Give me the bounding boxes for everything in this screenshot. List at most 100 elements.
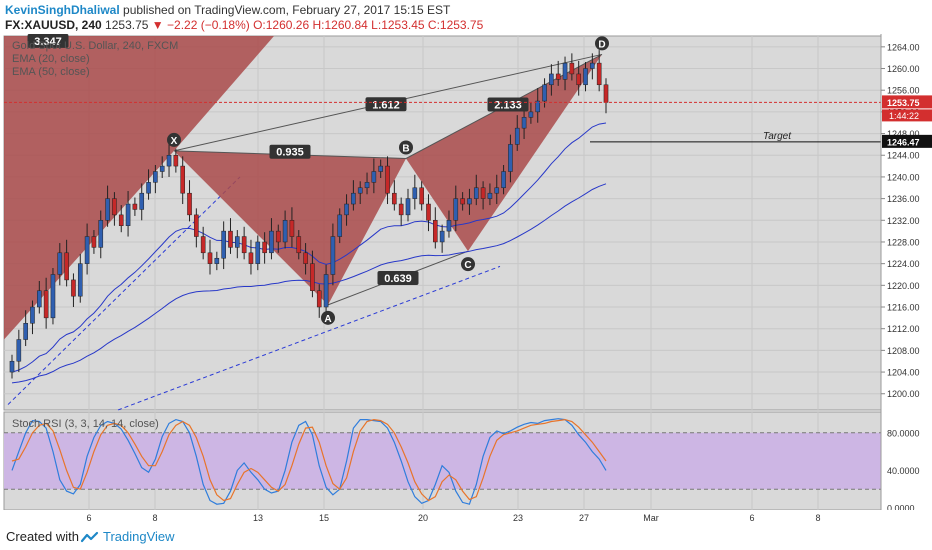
candle-body [549,73,554,86]
stoch-band [4,432,881,490]
countdown-tag-text: 1:44:22 [889,111,919,121]
candle-body [583,68,588,86]
candle-body [337,214,343,237]
time-tick-label: 8 [815,513,820,523]
candle-body [166,154,172,167]
candle-body [480,187,486,199]
candle-body [180,165,185,194]
chart-canvas[interactable]: X A B C D 0.935 0.639 2.133 1.612 3.347 Target 12… [0,34,932,524]
price-tick-label: 1208.00 [887,346,920,356]
candle-body [528,111,534,118]
stoch-d-line [11,418,607,502]
price-tick-label: 1236.00 [887,194,920,204]
candle-body [16,339,22,362]
pattern-point-label: X [171,136,178,147]
candle-body [30,306,35,324]
ratio-badge [269,144,311,159]
candle-body [132,203,138,210]
stoch-tick-label: 0.0000 [887,504,915,514]
time-axis-bg [0,510,932,524]
price-tick-label: 1256.00 [887,86,920,96]
target-line: Target [4,101,881,143]
candle-body [64,252,69,281]
pattern-point-label: D [598,39,605,50]
candle-body [542,84,547,102]
stoch-rsi-lines [11,418,607,505]
candle-body [194,214,199,237]
candle-body [357,187,363,194]
symbol-label: FX:XAUUSD, 240 [5,18,102,32]
candle-body [596,62,602,86]
ratio-badge [365,97,407,112]
pattern-point-badge [595,36,609,51]
candle-body [200,236,206,254]
pattern-point-badge [321,310,335,325]
pattern-point-label: A [324,314,331,325]
last-price: 1253.75 [105,18,149,32]
candle-body [125,203,131,226]
candle-body [405,198,411,216]
ohlc-values: O:1260.26 H:1260.84 L:1253.45 C:1253.75 [253,18,484,32]
price-axis[interactable]: 1264.001260.001256.001252.001248.001244.… [880,34,932,512]
quote-line: FX:XAUUSD, 240 1253.75 ▼ −2.22 (−0.18%) … [5,18,483,32]
target-price-tag [882,134,932,148]
candle-body [508,144,513,172]
last-price-tag-text: 1253.75 [887,98,920,108]
time-axis[interactable]: 6 8 13 15 20 23 27 Mar 6 8 [0,510,932,524]
candle-body [351,192,356,205]
ema-lines [11,122,607,384]
created-with-text: Created with [6,529,79,544]
ratio-badge [487,97,529,112]
candle-body [603,84,609,103]
target-label: Target [763,131,792,142]
candle-body [426,203,431,221]
candle-body [262,241,267,254]
stoch-tick-label: 80.0000 [887,428,920,438]
candle-body [364,182,370,189]
tradingview-brand[interactable]: TradingView [103,529,175,544]
price-tick-label: 1264.00 [887,42,920,52]
candle-body [37,290,42,308]
candle-body [460,198,465,205]
candle-body [153,171,158,183]
candle-body [228,230,233,248]
candle-body [248,252,254,264]
candle-body [269,230,274,254]
down-triangle-icon: ▼ [151,18,164,32]
ema50-line [11,183,607,384]
ratio-label: 0.935 [276,147,304,159]
stoch-axis[interactable]: 80.0000 40.0000 0.0000 [887,428,920,513]
candle-body [501,171,506,189]
price-tick-label: 1220.00 [887,281,920,291]
candle-body [214,257,220,264]
ratio-label: 3.347 [34,36,62,48]
legend-ema50: EMA (50, close) [12,66,90,78]
ratio-label: 0.639 [384,273,412,285]
candle-body [98,220,104,248]
price-tick-label: 1248.00 [887,129,920,139]
price-tick-label: 1216.00 [887,303,920,313]
candle-body [514,127,520,145]
legend-title: Gold Spot U.S. Dollar, 240, FXCM [12,40,178,52]
candle-body [419,187,424,205]
price-tick-label: 1232.00 [887,216,920,226]
candle-body [562,62,568,80]
candle-body [330,236,336,275]
ema20-line [11,122,607,373]
candle-body [289,220,295,237]
candle-body [43,290,49,319]
stoch-band-lines [4,432,881,490]
candle-body [316,290,322,308]
time-tick-label: 13 [253,513,263,523]
candles [9,50,609,379]
author-link[interactable]: KevinSinghDhaliwal [5,3,120,17]
candle-body [344,203,349,216]
candle-body [569,62,575,75]
candle-body [487,192,493,199]
pattern-point-badge [167,132,181,147]
price-tick-label: 1244.00 [887,151,920,161]
candle-body [439,230,445,243]
ratio-badge [377,271,419,286]
candle-body [310,263,315,292]
candle-body [105,198,110,221]
